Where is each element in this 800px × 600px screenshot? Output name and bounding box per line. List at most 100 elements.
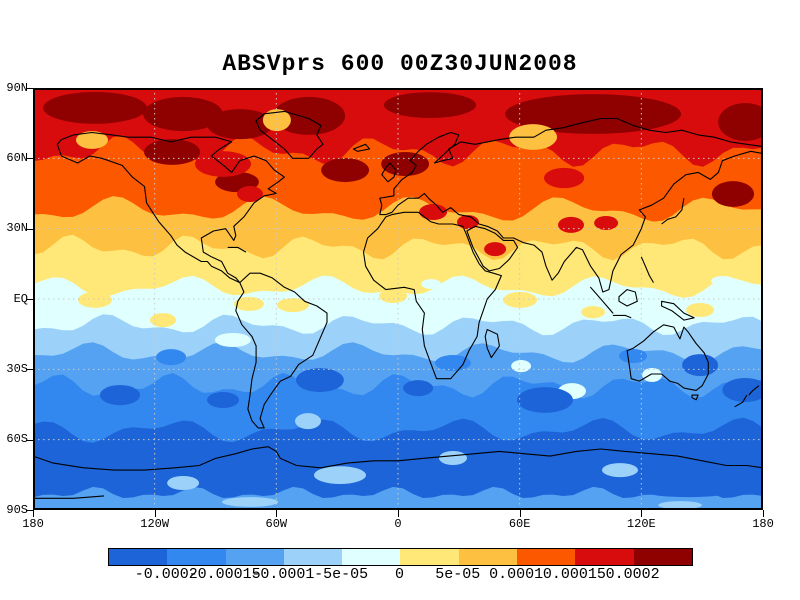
coastline [691,394,699,401]
vorticity-blob [711,276,736,286]
vorticity-blob [99,385,141,406]
vorticity-blob [658,501,702,510]
vorticity-blob [295,413,321,430]
vorticity-blob [419,204,448,220]
lat-tick-label: 30S [6,361,28,376]
coastline [640,256,654,283]
colorbar-tick-label: 0 [394,566,404,583]
vorticity-blob [403,380,434,397]
colorbar-segment [458,549,518,565]
vorticity-blob [517,387,573,413]
vorticity-blob [686,303,715,317]
lat-tick-mark [26,440,33,441]
vorticity-blob [78,291,112,308]
vorticity-blob [581,306,606,319]
vorticity-blob [156,349,187,366]
coastline [618,289,638,307]
lon-tick-label: 60W [265,517,288,531]
graticule [33,88,763,510]
lat-tick-label: 30N [6,221,28,236]
lon-tick-label: 60E [508,517,531,531]
vorticity-blob [207,392,239,408]
lat-tick-label: EQ [13,291,28,306]
coastline [661,300,695,321]
lon-tick-label: 180 [752,517,774,531]
vorticity-blob [222,497,278,507]
lon-tick-mark [33,510,34,517]
vorticity-blob [565,473,656,487]
vorticity-blob [167,476,200,490]
lat-tick-label: 90S [6,502,28,517]
vorticity-blob [544,167,585,189]
vorticity-blob [314,466,366,484]
lat-tick-mark [26,299,33,300]
vorticity-blob [718,103,763,141]
vorticity-blob [237,186,263,202]
coastline [590,286,614,314]
vorticity-blob [602,463,638,478]
colorbar-segment [283,549,343,565]
colorbar [108,548,693,566]
colorbar-tick-label: 5e-05 [435,566,481,583]
map-border [33,88,763,510]
colorbar-segment [225,549,284,565]
coastline [255,110,324,159]
colorbar-tick-label: 0.00015 [542,566,606,583]
vorticity-blob [435,355,471,371]
vorticity-blob [642,368,662,382]
coastline [235,272,328,429]
vorticity-blob [296,368,344,393]
coastline [626,324,709,391]
vorticity-blob [262,109,291,132]
colorbar-segment [575,549,634,565]
colorbar-tick-label: -0.0002 [134,566,198,583]
coastline [466,225,519,272]
vorticity-blob [722,378,763,402]
coastline [734,394,748,408]
lat-tick-mark [26,88,33,89]
plot-title: ABSVprs 600 00Z30JUN2008 [222,51,578,77]
coastline [352,143,371,152]
lon-tick-mark [276,510,277,517]
colorbar-tick-label: -5e-05 [314,566,369,583]
lon-tick-mark [641,510,642,517]
lon-tick-label: 180 [22,517,44,531]
colorbar-tick-label: -0.00015 [188,566,261,583]
lon-tick-mark [398,510,399,517]
lon-tick-label: 120W [140,517,170,531]
vorticity-blob [682,354,719,377]
vorticity-blob [619,349,647,363]
vorticity-blob [643,484,734,498]
vorticity-blob [511,360,531,373]
vorticity-blob [43,92,147,124]
coastline [33,495,105,499]
colorbar-segment [517,549,576,565]
coastline [379,117,763,293]
vorticity-blob [484,242,507,257]
vorticity-blob [594,216,619,230]
colorbar-segment [342,549,401,565]
vorticity-blob [711,181,755,207]
vorticity-blob [195,151,251,177]
coastline [484,328,500,359]
vorticity-blob [234,296,264,311]
vorticity-blob [558,216,584,233]
vorticity-blob [144,139,201,165]
coastline [56,131,285,284]
lat-tick-label: 60N [6,150,28,165]
coastline [748,385,760,396]
colorbar-segment [400,549,459,565]
coastline [381,162,397,183]
vorticity-blob [384,92,476,118]
vorticity-blob [505,94,682,134]
vorticity-blob [321,158,369,183]
vorticity-blob [439,451,467,465]
colorbar-segment [167,549,226,565]
vorticity-blob [503,291,538,308]
lat-tick-label: 90N [6,80,28,95]
colorbar-tick-label: 0.0002 [605,566,660,583]
vorticity-blob [272,96,346,135]
vorticity-blob [143,96,223,132]
coastline [612,314,632,319]
